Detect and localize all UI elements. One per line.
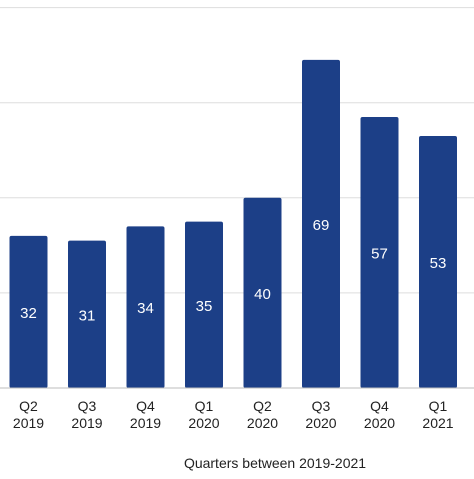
x-tick-label-year: 2021 bbox=[422, 415, 453, 431]
data-label: 57 bbox=[371, 245, 388, 262]
data-label: 35 bbox=[196, 298, 213, 315]
x-tick-label-quarter: Q1 bbox=[195, 398, 214, 414]
data-label: 40 bbox=[254, 286, 271, 303]
x-tick-label-quarter: Q3 bbox=[78, 398, 97, 414]
x-tick-label-quarter: Q3 bbox=[312, 398, 331, 414]
x-tick-label-quarter: Q2 bbox=[19, 398, 38, 414]
x-tick-labels: Q12019Q22019Q32019Q42019Q12020Q22020Q320… bbox=[0, 398, 474, 431]
data-label: 53 bbox=[430, 255, 447, 272]
x-tick-label-quarter: Q4 bbox=[136, 398, 155, 414]
bars bbox=[10, 60, 474, 388]
x-tick-label-quarter: Q2 bbox=[253, 398, 272, 414]
x-axis-title: Quarters between 2019-2021 bbox=[184, 455, 366, 471]
x-tick-label-year: 2020 bbox=[364, 415, 395, 431]
x-tick-label-year: 2020 bbox=[247, 415, 278, 431]
x-tick-label-year: 2020 bbox=[188, 415, 219, 431]
x-tick-label-quarter: Q4 bbox=[370, 398, 389, 414]
data-label: 69 bbox=[313, 217, 330, 234]
x-tick-label-year: 2020 bbox=[305, 415, 336, 431]
data-label: 34 bbox=[137, 300, 154, 317]
x-tick-label-year: 2019 bbox=[13, 415, 44, 431]
x-tick-label-quarter: Q1 bbox=[429, 398, 448, 414]
data-label: 32 bbox=[20, 305, 37, 322]
x-tick-label-year: 2019 bbox=[130, 415, 161, 431]
x-tick-label-year: 2019 bbox=[71, 415, 102, 431]
data-label: 31 bbox=[79, 307, 96, 324]
